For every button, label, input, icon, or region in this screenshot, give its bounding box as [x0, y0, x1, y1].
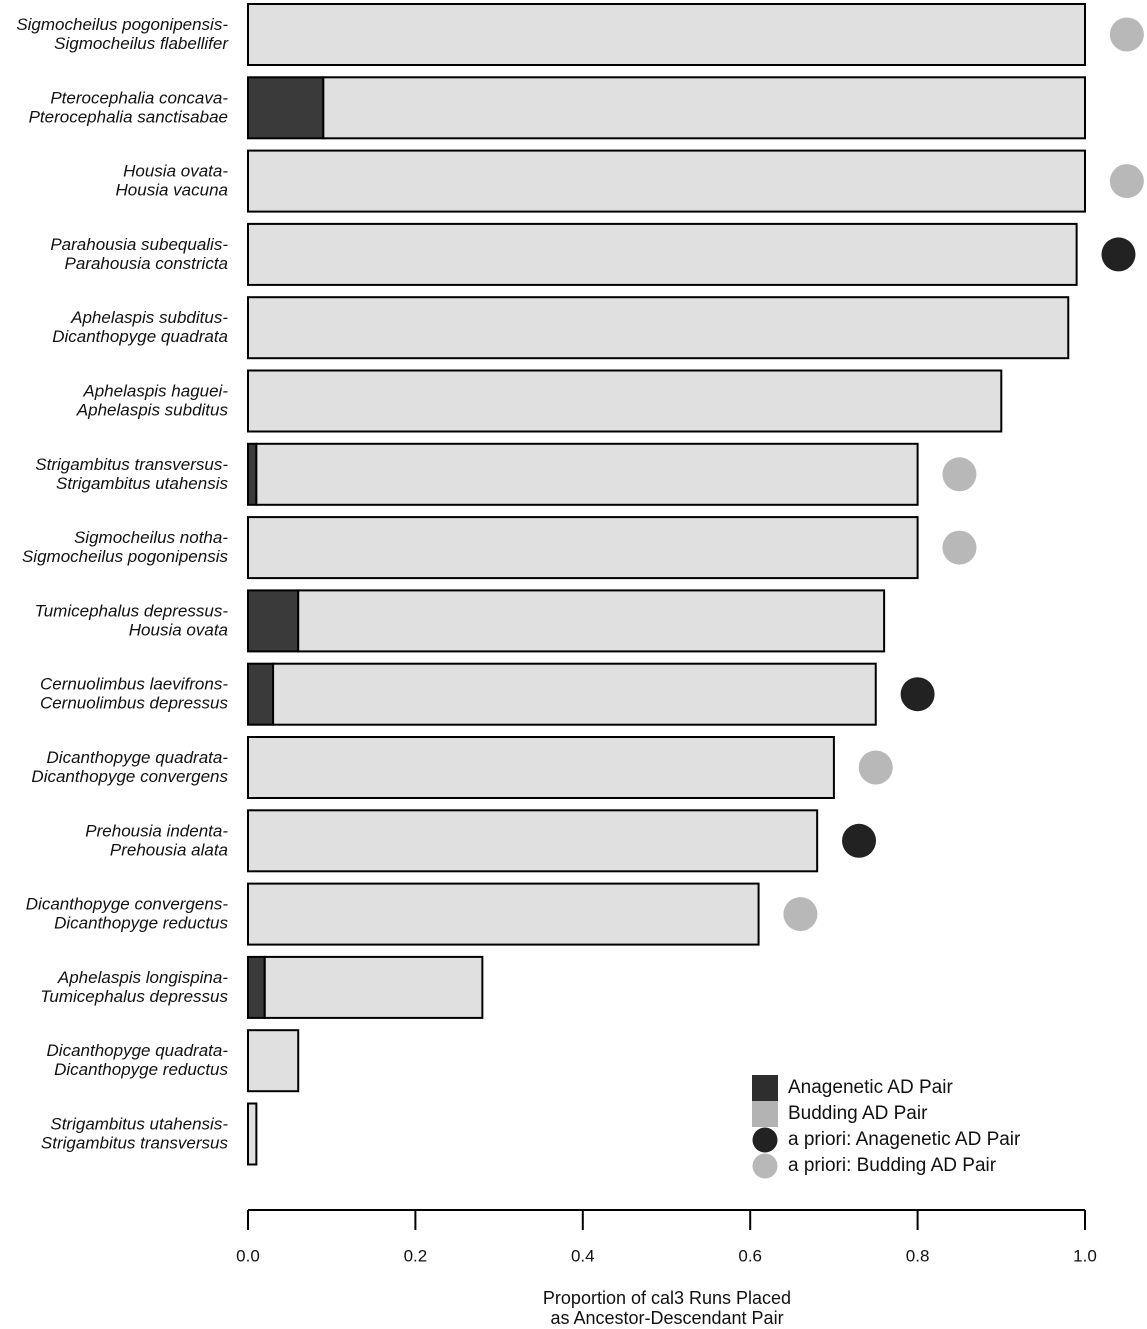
- bar-segment: [247, 76, 325, 140]
- a-priori-dot: [858, 750, 893, 785]
- category-label: Tumicephalus depressus-: [35, 601, 229, 620]
- bar-segment: [297, 589, 886, 653]
- x-tick-label: 0.6: [738, 1246, 762, 1265]
- x-tick-label: 0.0: [236, 1246, 260, 1265]
- category-label: Dicanthopyge convergens-: [26, 895, 229, 914]
- category-label: Strigambitus utahensis: [56, 474, 228, 493]
- category-label: Sigmocheilus pogonipensis: [22, 547, 229, 566]
- bar-segment: [247, 589, 300, 653]
- category-label: Strigambitus transversus-: [35, 455, 228, 474]
- category-label: Tumicephalus depressus: [40, 987, 228, 1006]
- category-label: Prehousia alata: [110, 840, 228, 859]
- bar-segment: [247, 1102, 258, 1166]
- legend-swatch: [752, 1101, 778, 1127]
- category-label: Dicanthopyge quadrata-: [47, 748, 229, 767]
- legend-swatch: [752, 1075, 778, 1101]
- bar-segment: [247, 3, 1086, 66]
- bar-segment: [247, 882, 760, 946]
- legend-label: a priori: Anagenetic AD Pair: [788, 1129, 1021, 1150]
- legend-swatch: [752, 1153, 778, 1179]
- category-label: Dicanthopyge reductus: [54, 1060, 228, 1079]
- legend-swatch: [752, 1127, 778, 1153]
- x-axis-label: as Ancestor-Descendant Pair: [550, 1308, 783, 1328]
- category-label: Parahousia constricta: [65, 254, 228, 273]
- category-label: Pterocephalia sanctisabae: [29, 107, 228, 126]
- legend-label: Budding AD Pair: [788, 1103, 928, 1124]
- bar-segment: [272, 662, 877, 726]
- bar-segment: [247, 1029, 300, 1093]
- category-label: Prehousia indenta-: [85, 821, 228, 840]
- category-label: Parahousia subequalis-: [50, 235, 228, 254]
- category-label: Aphelaspis longispina-: [57, 968, 228, 987]
- category-label: Dicanthopyge quadrata-: [47, 1041, 229, 1060]
- bar-segment: [247, 442, 258, 506]
- a-priori-dot: [842, 823, 877, 858]
- bar-segment: [247, 222, 1078, 286]
- bar-segment: [255, 442, 919, 506]
- a-priori-dot: [1109, 17, 1144, 52]
- category-label: Housia vacuna: [116, 181, 228, 200]
- x-axis-label: Proportion of cal3 Runs Placed: [543, 1288, 791, 1308]
- category-label: Cernuolimbus laevifrons-: [40, 675, 228, 694]
- category-label: Dicanthopyge convergens: [31, 767, 228, 786]
- legend-label: a priori: Budding AD Pair: [788, 1155, 997, 1176]
- category-label: Aphelaspis subditus-: [70, 308, 228, 327]
- category-label: Housia ovata: [129, 620, 228, 639]
- bar-segment: [263, 955, 484, 1019]
- a-priori-dot: [1101, 237, 1136, 272]
- a-priori-dot: [942, 457, 977, 492]
- category-label: Strigambitus transversus: [41, 1133, 229, 1152]
- bar-segment: [247, 149, 1086, 213]
- bar-segment: [247, 809, 819, 873]
- category-label: Sigmocheilus flabellifer: [54, 34, 229, 53]
- category-label: Strigambitus utahensis-: [50, 1114, 228, 1133]
- category-label: Sigmocheilus notha-: [74, 528, 228, 547]
- x-tick-label: 0.4: [571, 1246, 595, 1265]
- x-tick-label: 1.0: [1073, 1246, 1097, 1265]
- a-priori-dot: [942, 530, 977, 565]
- bar-segment: [247, 296, 1070, 360]
- category-label: Dicanthopyge quadrata: [52, 327, 228, 346]
- category-label: Housia ovata-: [123, 162, 228, 181]
- category-label: Dicanthopyge reductus: [54, 914, 228, 933]
- bar-segment: [247, 369, 1003, 433]
- bar-segment: [247, 662, 275, 726]
- bar-segment: [247, 736, 835, 799]
- category-label: Cernuolimbus depressus: [40, 694, 229, 713]
- category-label: Aphelaspis subditus: [76, 400, 229, 419]
- bar-segment: [247, 955, 266, 1019]
- bar-segment: [322, 76, 1086, 140]
- x-tick-label: 0.2: [404, 1246, 428, 1265]
- bar-segment: [247, 516, 919, 580]
- category-label: Sigmocheilus pogonipensis-: [16, 15, 228, 34]
- a-priori-dot: [900, 677, 935, 712]
- a-priori-dot: [783, 897, 818, 932]
- legend-label: Anagenetic AD Pair: [788, 1077, 953, 1098]
- x-tick-label: 0.8: [906, 1246, 930, 1265]
- category-label: Aphelaspis haguei-: [82, 381, 228, 400]
- a-priori-dot: [1109, 164, 1144, 199]
- category-label: Pterocephalia concava-: [50, 88, 228, 107]
